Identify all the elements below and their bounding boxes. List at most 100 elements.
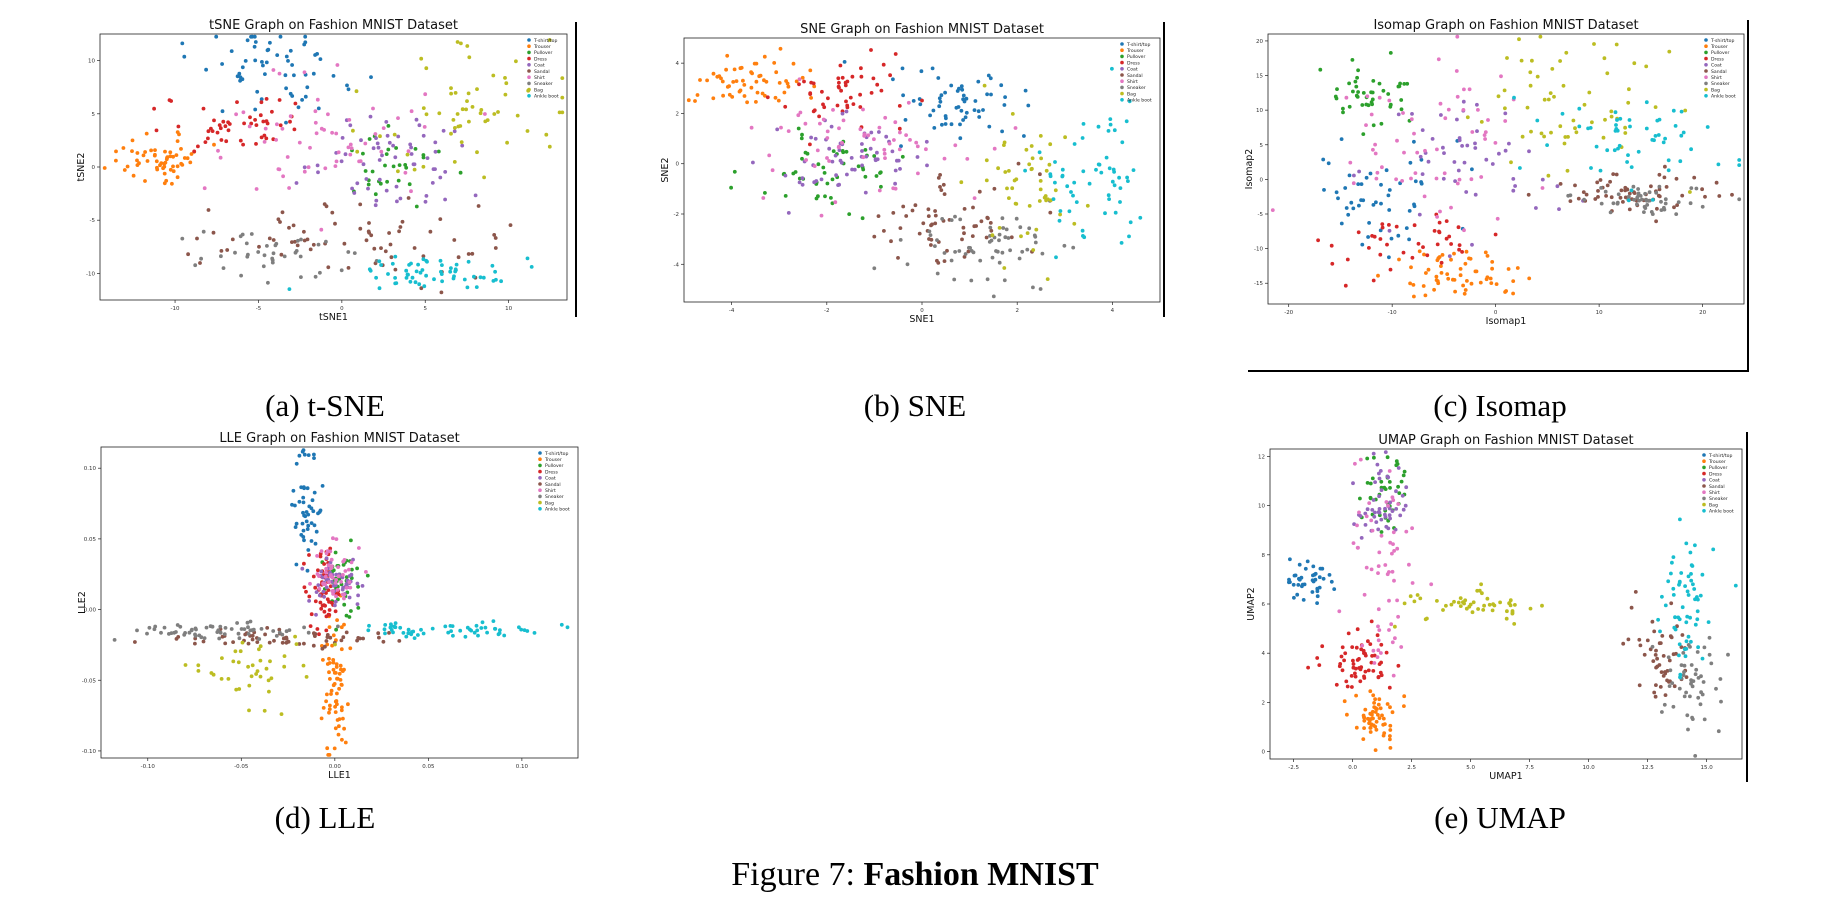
data-point (263, 72, 267, 76)
data-point (226, 677, 231, 681)
data-point (465, 99, 469, 103)
data-point (1053, 180, 1057, 185)
y-tick-label: 10 (1256, 108, 1263, 114)
data-point (1311, 564, 1316, 569)
data-point (1388, 500, 1393, 505)
data-point (732, 67, 737, 72)
data-point (1024, 147, 1029, 152)
data-point (932, 126, 937, 130)
legend-label: T-shirt/top (1126, 42, 1150, 48)
legend-marker (1702, 453, 1706, 457)
data-point (327, 580, 331, 585)
data-point (1690, 684, 1695, 689)
data-point (1048, 210, 1053, 215)
data-point (1503, 106, 1507, 111)
data-point (1365, 456, 1370, 461)
data-point (1611, 172, 1616, 177)
data-point (1525, 105, 1530, 110)
data-point (421, 133, 426, 138)
data-point (135, 151, 140, 155)
data-point (1379, 651, 1383, 655)
data-point (1482, 133, 1487, 137)
data-point (901, 93, 905, 98)
data-point (363, 169, 368, 173)
data-point (1058, 209, 1063, 213)
data-point (844, 99, 848, 104)
legend-label: Sneaker (534, 81, 553, 87)
data-point (1013, 126, 1018, 130)
data-point (1379, 479, 1384, 484)
data-point (837, 148, 842, 153)
data-point (979, 219, 984, 224)
data-point (254, 142, 258, 146)
data-point (1663, 603, 1668, 608)
data-point (1412, 599, 1417, 604)
data-point (1490, 260, 1495, 264)
data-point (125, 164, 130, 169)
data-point (130, 138, 135, 143)
data-point (1097, 162, 1102, 167)
data-point (1014, 216, 1019, 221)
data-point (958, 217, 963, 222)
data-point (1662, 205, 1666, 210)
data-point (324, 570, 328, 575)
data-point (1019, 234, 1023, 239)
data-point (300, 566, 305, 571)
data-point (304, 510, 309, 514)
data-point (1659, 208, 1664, 213)
data-point (1686, 634, 1691, 639)
data-point (1476, 607, 1480, 611)
data-point (1685, 614, 1690, 619)
data-point (1665, 669, 1670, 673)
data-point (560, 110, 565, 115)
data-point (324, 699, 328, 704)
data-point (1074, 200, 1079, 205)
data-point (544, 132, 549, 137)
data-point (1333, 94, 1338, 99)
data-point (313, 599, 318, 604)
data-point (1364, 102, 1369, 107)
data-point (800, 75, 805, 80)
data-point (462, 277, 467, 282)
data-point (294, 461, 299, 466)
data-point (1339, 137, 1344, 141)
data-point (969, 249, 974, 253)
legend-marker (1702, 465, 1706, 470)
data-point (329, 566, 333, 571)
data-point (149, 148, 153, 153)
data-point (424, 273, 428, 278)
data-point (133, 640, 137, 644)
data-point (293, 525, 298, 529)
data-point (1658, 641, 1663, 645)
data-point (253, 118, 257, 122)
data-point (1685, 589, 1690, 594)
data-point (1508, 603, 1513, 608)
legend-label: Trouser (1708, 459, 1726, 465)
data-point (255, 640, 260, 644)
data-point (472, 630, 477, 635)
data-point (1505, 56, 1509, 60)
data-point (977, 189, 982, 194)
data-point (417, 123, 422, 128)
data-point (965, 157, 970, 161)
data-point (882, 229, 886, 233)
data-point (1690, 715, 1694, 720)
data-point (1441, 176, 1446, 181)
data-point (1490, 266, 1494, 271)
data-point (167, 632, 171, 636)
chart-title: tSNE Graph on Fashion MNIST Dataset (209, 18, 458, 33)
data-point (1351, 662, 1356, 666)
data-point (1581, 190, 1586, 195)
data-point (1470, 130, 1475, 134)
data-point (1441, 145, 1445, 150)
data-point (237, 636, 242, 641)
data-point (1430, 137, 1435, 141)
data-point (333, 221, 337, 226)
data-point (1385, 702, 1390, 706)
data-point (1469, 177, 1474, 182)
data-point (337, 686, 341, 691)
isomap-bottom-border (1248, 370, 1748, 372)
data-point (1658, 685, 1663, 689)
data-point (883, 115, 888, 120)
data-point (264, 97, 269, 101)
